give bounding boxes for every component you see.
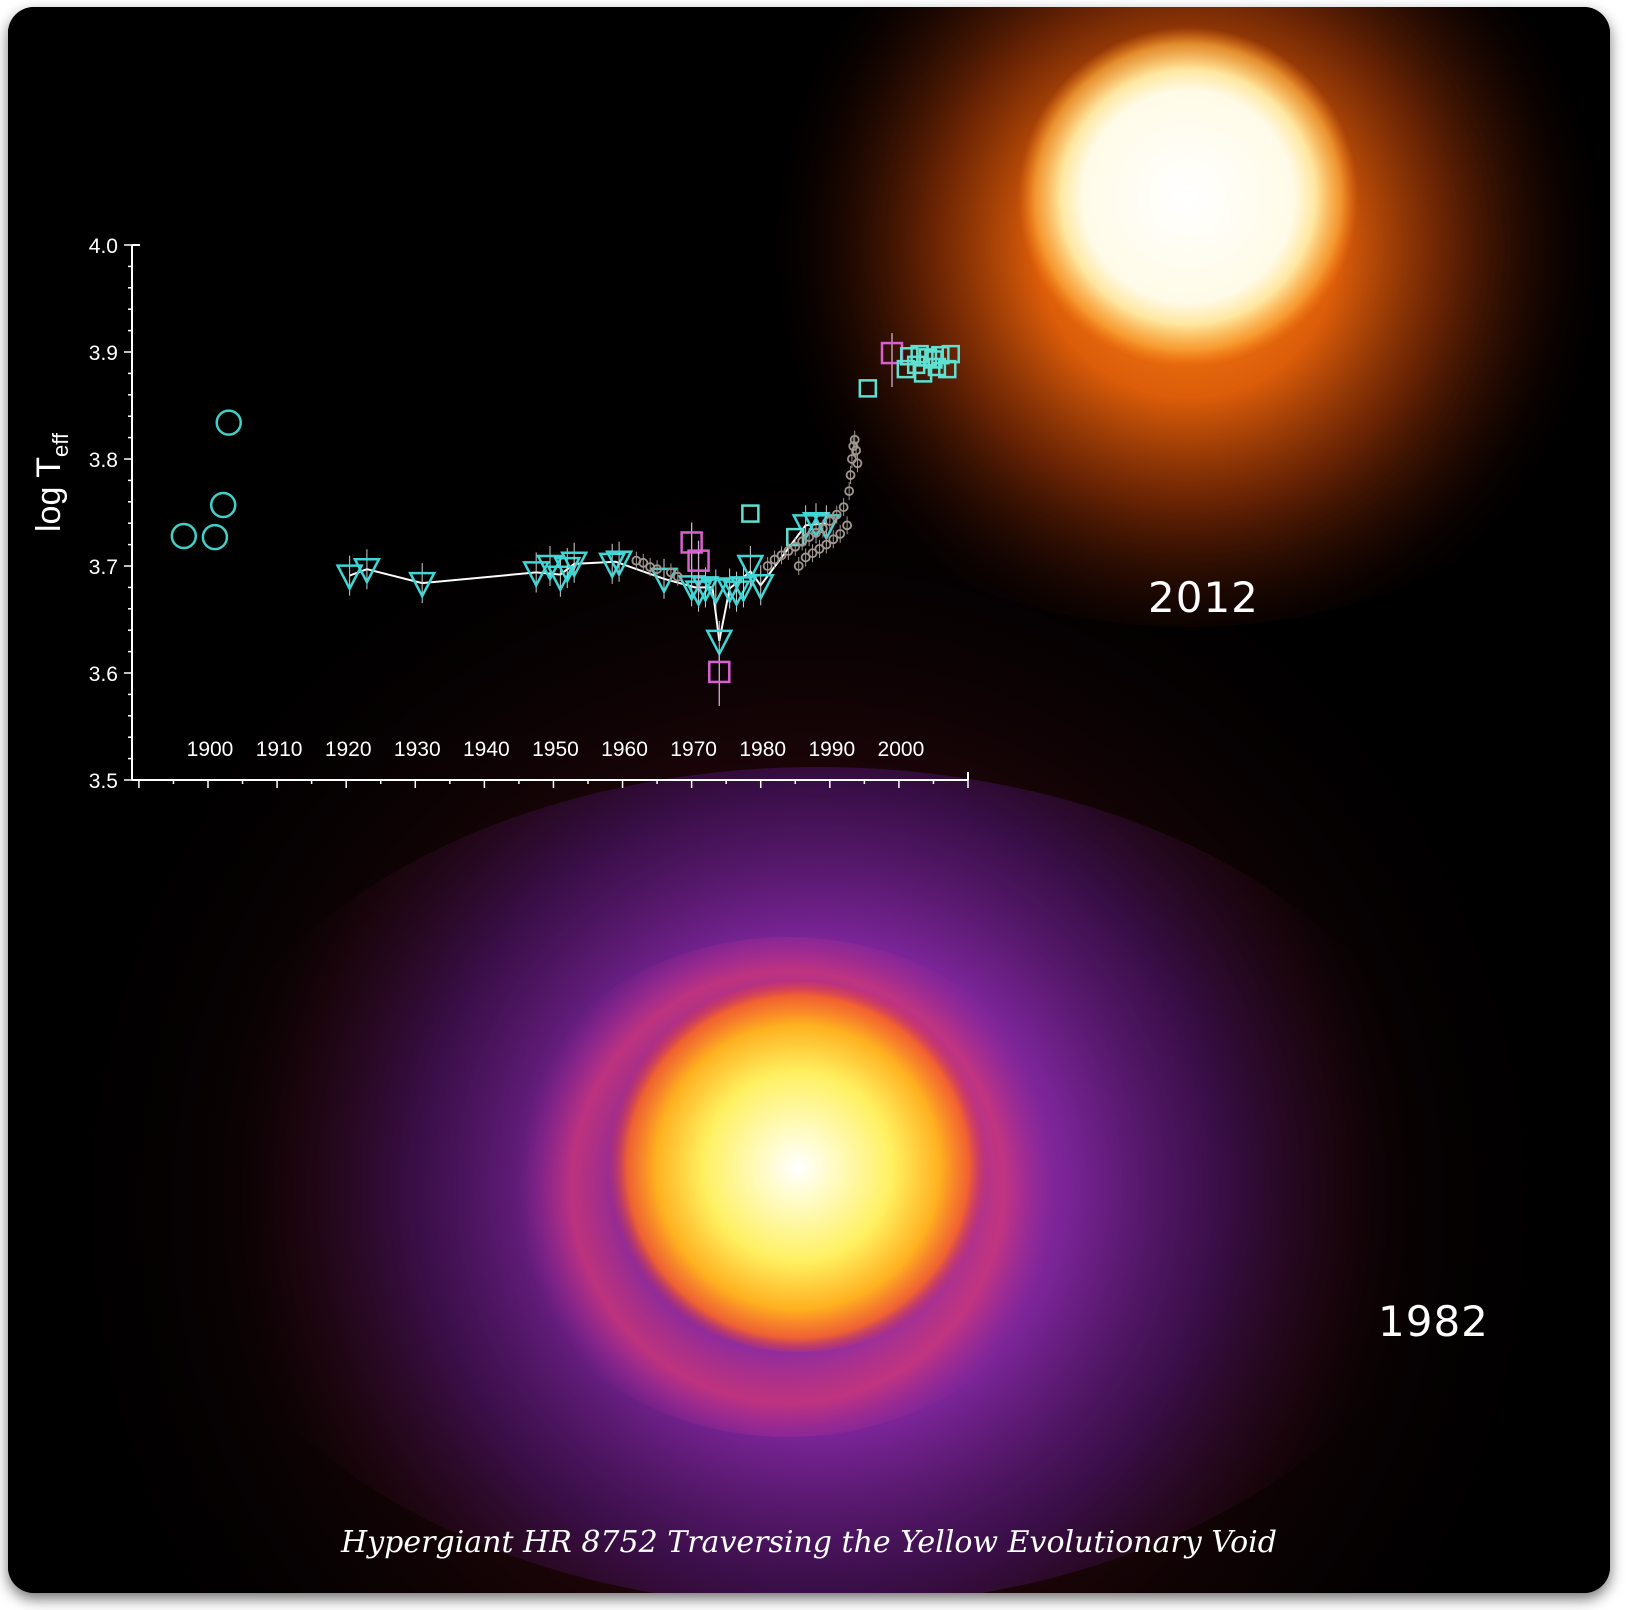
y-tick-label: 3.8 [89, 449, 118, 472]
figure-caption: Hypergiant HR 8752 Traversing the Yellow… [341, 1525, 1277, 1560]
trend-polyline [349, 522, 827, 642]
triangle-point [691, 576, 720, 604]
x-tick-label: 1980 [739, 738, 786, 761]
triangle-point [335, 564, 364, 592]
small-circle-point [804, 532, 814, 543]
small-circle-point [638, 557, 649, 568]
small-circle-point [783, 546, 794, 556]
x-tick-label: 1920 [325, 738, 372, 761]
x-tick-labels: 1900 1910 1920 1930 1940 1950 1960 1970 1980 1990… [187, 738, 925, 761]
figure-frame: 1900 1910 1920 1930 1940 1950 1960 1970 1980 1990… [8, 7, 1610, 1593]
small-circle-point [807, 548, 818, 559]
circle-point [209, 491, 237, 519]
small-circle-point [824, 516, 835, 526]
triangle-point [522, 561, 551, 589]
square-point-cyan [896, 359, 916, 379]
small-circle-point [762, 561, 773, 571]
small-circle-point [821, 539, 832, 550]
square-point-cyan [741, 504, 760, 523]
x-tick-label: 1900 [187, 738, 234, 761]
triangle-point [553, 556, 582, 584]
small-circle-point [769, 554, 780, 565]
small-circle-point [790, 541, 801, 552]
teff-chart: 1900 1910 1920 1930 1940 1950 1960 1970 1980 1990… [30, 235, 969, 793]
year-label-upper: 2012 [1148, 573, 1259, 622]
circle-point [170, 522, 198, 550]
x-tick-label: 1950 [532, 738, 579, 761]
y-tick-label: 3.6 [89, 663, 118, 686]
x-tick-label: 1910 [256, 738, 303, 761]
small-circle-point [849, 434, 860, 445]
x-tick-label: 2000 [878, 738, 925, 761]
triangle-point [812, 514, 841, 542]
small-circle-point [800, 552, 811, 563]
triangle-point [701, 578, 730, 606]
small-circle-point [811, 527, 821, 538]
small-circle-point [828, 534, 839, 545]
small-circle-point [842, 520, 852, 531]
chart-axes [124, 244, 969, 788]
triangle-point [605, 550, 634, 578]
small-circle-point [844, 486, 855, 497]
small-circle-point [652, 564, 662, 575]
y-tick-labels: 3.5 3.6 3.7 3.8 3.9 4.0 [89, 235, 118, 793]
small-circle-point [666, 567, 676, 578]
triangle-point [352, 557, 381, 585]
triangle-point [560, 551, 589, 579]
small-circle-point [776, 550, 787, 561]
triangle-point [729, 576, 758, 604]
y-axis-label: log Teff [30, 432, 73, 532]
data-points [170, 333, 960, 706]
square-point-cyan [941, 344, 960, 364]
square-point-pink [708, 660, 731, 684]
x-tick-label: 1930 [394, 738, 441, 761]
x-tick-label: 1970 [670, 738, 717, 761]
x-tick-label: 1940 [463, 738, 510, 761]
triangle-point [736, 554, 765, 582]
triangle-point [715, 577, 744, 605]
small-circle-point [835, 529, 846, 539]
small-circle-point [672, 571, 683, 582]
square-point-pink [687, 549, 710, 572]
small-circle-point [814, 543, 825, 554]
small-circle-point [851, 445, 861, 456]
small-circle-point [818, 523, 828, 534]
y-axis-label-sub: eff [48, 432, 73, 457]
small-circle-point [845, 470, 856, 480]
x-tick-label: 1990 [808, 738, 855, 761]
x-tick-label: 1960 [601, 738, 648, 761]
y-tick-label: 3.5 [89, 770, 118, 793]
small-circle-point [793, 561, 804, 571]
triangle-point [649, 567, 679, 595]
triangle-point [705, 629, 734, 657]
small-circle-point [852, 458, 863, 469]
circle-point [201, 523, 229, 551]
triangle-point [722, 580, 751, 608]
triangle-point [746, 574, 775, 601]
y-tick-label: 3.7 [89, 556, 118, 579]
square-point-cyan [858, 379, 878, 398]
square-point-pink [680, 531, 703, 554]
y-axis-label-main: log T [30, 457, 68, 532]
hr8752-background-image [8, 7, 1610, 1593]
square-point-cyan [927, 357, 947, 377]
circle-point [215, 409, 242, 436]
small-circle-point [831, 509, 842, 520]
trend-line [349, 522, 827, 642]
small-circle-point [838, 502, 849, 513]
triangle-point [598, 552, 627, 580]
y-tick-label: 4.0 [89, 235, 118, 258]
triangle-point [408, 571, 437, 599]
small-circle-point [797, 536, 808, 547]
year-label-lower: 1982 [1378, 1297, 1489, 1346]
y-tick-label: 3.9 [89, 342, 118, 365]
